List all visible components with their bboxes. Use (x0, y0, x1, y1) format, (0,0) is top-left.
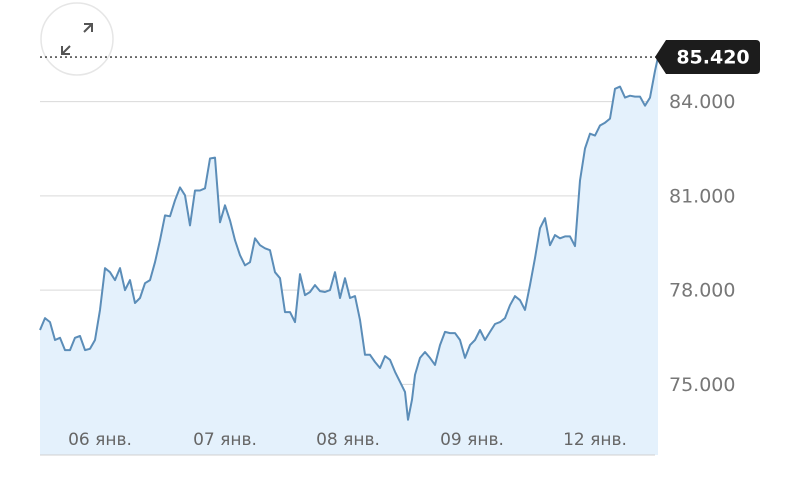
y-tick-label: 78.000 (669, 280, 735, 302)
y-tick-label: 81.000 (669, 185, 735, 207)
x-tick-label: 09 янв. (440, 430, 504, 450)
x-tick-label: 06 янв. (68, 430, 132, 450)
current-price-badge (655, 40, 760, 75)
expand-button[interactable] (40, 2, 114, 76)
x-tick-label: 07 янв. (193, 430, 257, 450)
area-fill (40, 57, 658, 455)
x-tick-label: 12 янв. (563, 430, 627, 450)
y-tick-label: 75.000 (669, 374, 735, 396)
x-tick-label: 08 янв. (316, 430, 380, 450)
price-line (39, 56, 659, 421)
y-tick-label: 84.000 (669, 91, 735, 113)
current-price-label: 85.420 (676, 47, 749, 69)
